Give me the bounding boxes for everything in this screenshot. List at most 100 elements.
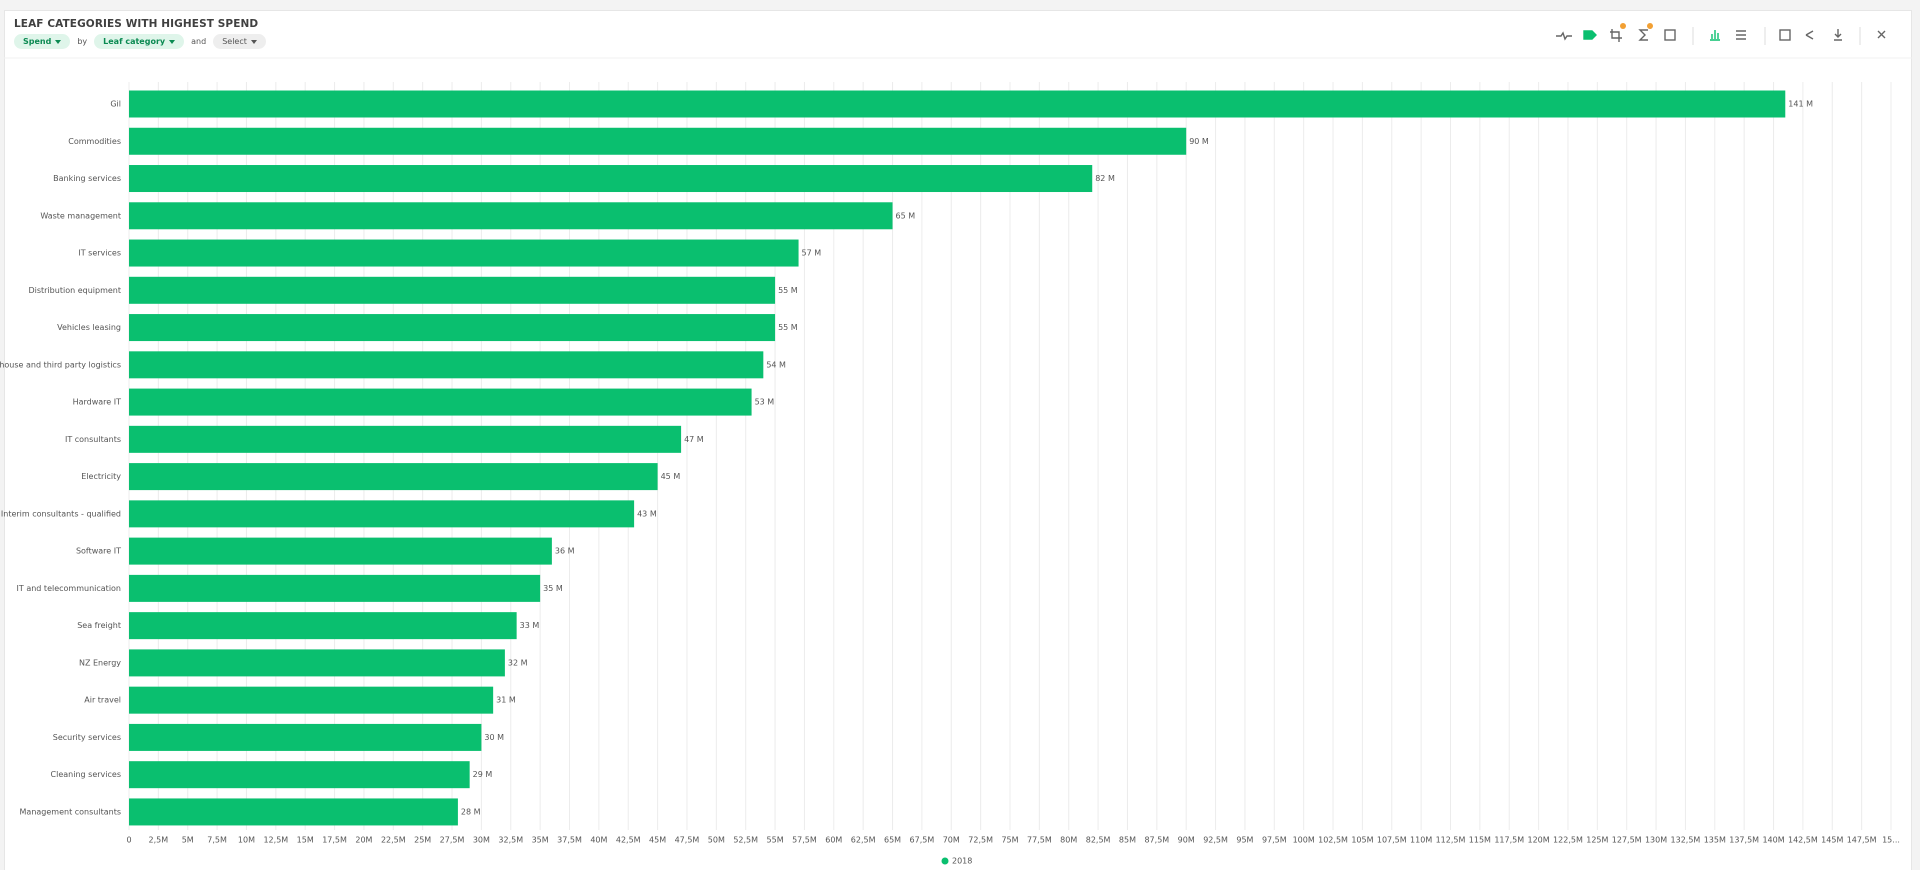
caret xyxy=(55,39,62,44)
bar xyxy=(129,686,494,714)
y-tick-label: Electricity xyxy=(81,472,121,481)
bar xyxy=(129,165,1093,193)
x-tick-label: 127,5M xyxy=(1612,836,1642,845)
save-icon[interactable] xyxy=(1779,29,1791,41)
x-tick-label: 100M xyxy=(1293,836,1315,845)
bar xyxy=(129,500,635,528)
x-tick-label: 67,5M xyxy=(910,836,935,845)
value-label: 47 M xyxy=(684,435,704,444)
select-dropdown[interactable]: Select xyxy=(213,34,266,49)
bar xyxy=(129,202,893,230)
bar xyxy=(129,425,682,453)
x-tick-label: 50M xyxy=(708,836,725,845)
x-tick-label: 117,5M xyxy=(1494,836,1524,845)
value-label: 55 M xyxy=(778,323,798,332)
y-tick-label: IT and telecommunication xyxy=(17,584,121,593)
bar xyxy=(129,723,482,751)
value-label: 33 M xyxy=(520,621,540,630)
x-tick-label: 87,5M xyxy=(1144,836,1169,845)
y-tick-label: Commodities xyxy=(68,137,121,146)
x-tick-label: 105M xyxy=(1351,836,1373,845)
x-tick-label: 130M xyxy=(1645,836,1667,845)
trend-icon[interactable] xyxy=(1556,31,1572,41)
x-tick-label: 20M xyxy=(355,836,372,845)
x-tick-label: 140M xyxy=(1762,836,1784,845)
x-tick-label: 25M xyxy=(414,836,431,845)
bar xyxy=(129,388,752,416)
measure-label: Spend xyxy=(23,37,52,46)
y-tick-label: IT consultants xyxy=(65,435,121,444)
value-label: 82 M xyxy=(1095,174,1115,183)
x-tick-label: 62,5M xyxy=(851,836,876,845)
x-tick-label: 132,5M xyxy=(1671,836,1701,845)
x-tick-label: 57,5M xyxy=(792,836,817,845)
bar xyxy=(129,574,541,602)
x-tick-label: 7,5M xyxy=(207,836,227,845)
x-tick-label: 47,5M xyxy=(675,836,700,845)
y-tick-label: Air travel xyxy=(84,696,121,705)
y-tick-label: Security services xyxy=(53,733,121,742)
x-tick-label: 15... xyxy=(1882,836,1900,845)
x-tick-label: 22,5M xyxy=(381,836,406,845)
toolbar xyxy=(4,23,1912,59)
y-tick-label: Management consultants xyxy=(20,807,121,816)
y-tick-label: Interim consultants - qualified xyxy=(1,509,121,518)
bar xyxy=(129,276,776,304)
y-tick-label: Cleaning services xyxy=(51,770,121,779)
x-tick-label: 95M xyxy=(1236,836,1253,845)
value-label: 53 M xyxy=(755,398,775,407)
crop-icon[interactable] xyxy=(1610,29,1622,42)
dimension-label: Leaf category xyxy=(103,37,166,46)
x-tick-label: 75M xyxy=(1001,836,1018,845)
x-tick-label: 115M xyxy=(1469,836,1491,845)
x-tick-label: 145M xyxy=(1821,836,1843,845)
y-tick-label: Software IT xyxy=(76,547,121,556)
image-icon[interactable] xyxy=(1664,29,1676,41)
y-tick-label: Waste management xyxy=(40,211,121,220)
bar xyxy=(129,649,505,677)
x-tick-label: 137,5M xyxy=(1729,836,1759,845)
caret xyxy=(169,39,176,44)
x-tick-label: 112,5M xyxy=(1436,836,1466,845)
dimension-dropdown[interactable]: Leaf category xyxy=(94,34,185,49)
bar xyxy=(129,612,517,640)
x-tick-label: 55M xyxy=(767,836,784,845)
download-icon[interactable] xyxy=(1834,29,1842,41)
value-label: 36 M xyxy=(555,547,575,556)
x-tick-label: 82,5M xyxy=(1086,836,1111,845)
label-icon[interactable] xyxy=(1583,30,1597,40)
bar xyxy=(129,314,776,342)
value-label: 45 M xyxy=(661,472,681,481)
y-tick-label: NZ Energy xyxy=(79,658,121,667)
share-icon[interactable] xyxy=(1805,30,1814,40)
close-icon[interactable] xyxy=(1877,30,1886,39)
x-tick-label: 92,5M xyxy=(1203,836,1228,845)
x-tick-label: 107,5M xyxy=(1377,836,1407,845)
x-tick-label: 0 xyxy=(126,836,131,845)
y-tick-label: Warehouse and third party logistics xyxy=(0,360,121,369)
bar xyxy=(129,351,764,379)
y-tick-label: Hardware IT xyxy=(73,398,122,407)
x-tick-label: 125M xyxy=(1586,836,1608,845)
sum-icon[interactable] xyxy=(1638,29,1648,41)
y-tick-label: Vehicles leasing xyxy=(57,323,121,332)
list-icon[interactable] xyxy=(1736,30,1746,40)
value-label: 35 M xyxy=(543,584,563,593)
y-tick-label: IT services xyxy=(78,249,121,258)
measure-dropdown[interactable]: Spend xyxy=(14,34,71,49)
x-tick-label: 65M xyxy=(884,836,901,845)
bar xyxy=(129,239,799,267)
x-tick-label: 72,5M xyxy=(968,836,993,845)
bar-chart-icon[interactable] xyxy=(1710,30,1720,41)
value-label: 141 M xyxy=(1788,100,1813,109)
value-label: 43 M xyxy=(637,509,657,518)
x-tick-label: 97,5M xyxy=(1262,836,1287,845)
badge xyxy=(1620,23,1626,29)
x-tick-label: 45M xyxy=(649,836,666,845)
panel-title: LEAF CATEGORIES WITH HIGHEST SPEND xyxy=(14,18,259,30)
value-label: 28 M xyxy=(461,807,481,816)
x-tick-label: 77,5M xyxy=(1027,836,1052,845)
value-label: 90 M xyxy=(1189,137,1209,146)
